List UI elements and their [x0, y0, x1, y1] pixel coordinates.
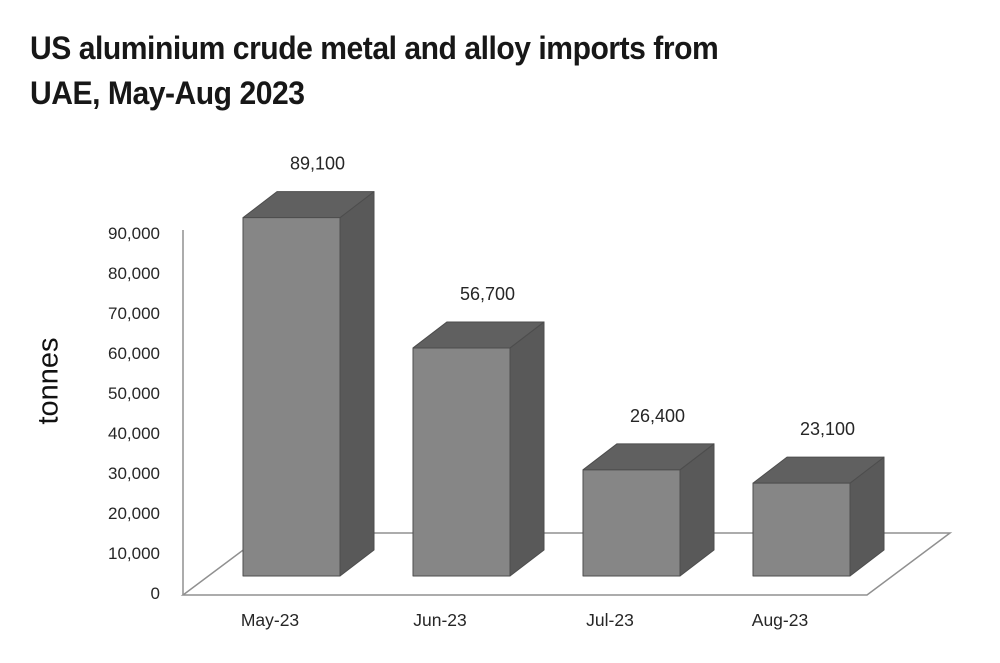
category-label-Aug-23: Aug-23: [752, 610, 808, 630]
chart-title-line-1: US aluminium crude metal and alloy impor…: [30, 30, 719, 66]
data-label-89,100: 89,100: [290, 154, 345, 174]
y-tick-label-70000: 70,000: [108, 304, 160, 323]
data-label-23,100: 23,100: [800, 419, 855, 439]
y-tick-label-30000: 30,000: [108, 464, 160, 483]
bar-Jul-23: [582, 469, 681, 577]
category-label-Jun-23: Jun-23: [413, 610, 467, 630]
category-label-May-23: May-23: [241, 610, 299, 630]
y-tick-label-10000: 10,000: [108, 544, 160, 563]
y-tick-label-0: 0: [151, 584, 160, 603]
bar-side-Jun-23: [509, 321, 545, 577]
y-tick-label-90000: 90,000: [108, 224, 160, 243]
y-tick-label-50000: 50,000: [108, 384, 160, 403]
y-tick-label-20000: 20,000: [108, 504, 160, 523]
bar-Aug-23: [752, 482, 851, 577]
chart-title: US aluminium crude metal and alloy impor…: [30, 26, 719, 116]
data-label-56,700: 56,700: [460, 284, 515, 304]
data-label-26,400: 26,400: [630, 406, 685, 426]
category-label-Jul-23: Jul-23: [586, 610, 634, 630]
bar-side-May-23: [339, 191, 375, 577]
y-tick-label-40000: 40,000: [108, 424, 160, 443]
y-tick-label-60000: 60,000: [108, 344, 160, 363]
bar-May-23: [242, 217, 341, 577]
bar-Jun-23: [412, 347, 511, 577]
y-tick-label-80000: 80,000: [108, 264, 160, 283]
chart-floor: [180, 532, 953, 596]
chart-title-line-2: UAE, May-Aug 2023: [30, 75, 305, 111]
